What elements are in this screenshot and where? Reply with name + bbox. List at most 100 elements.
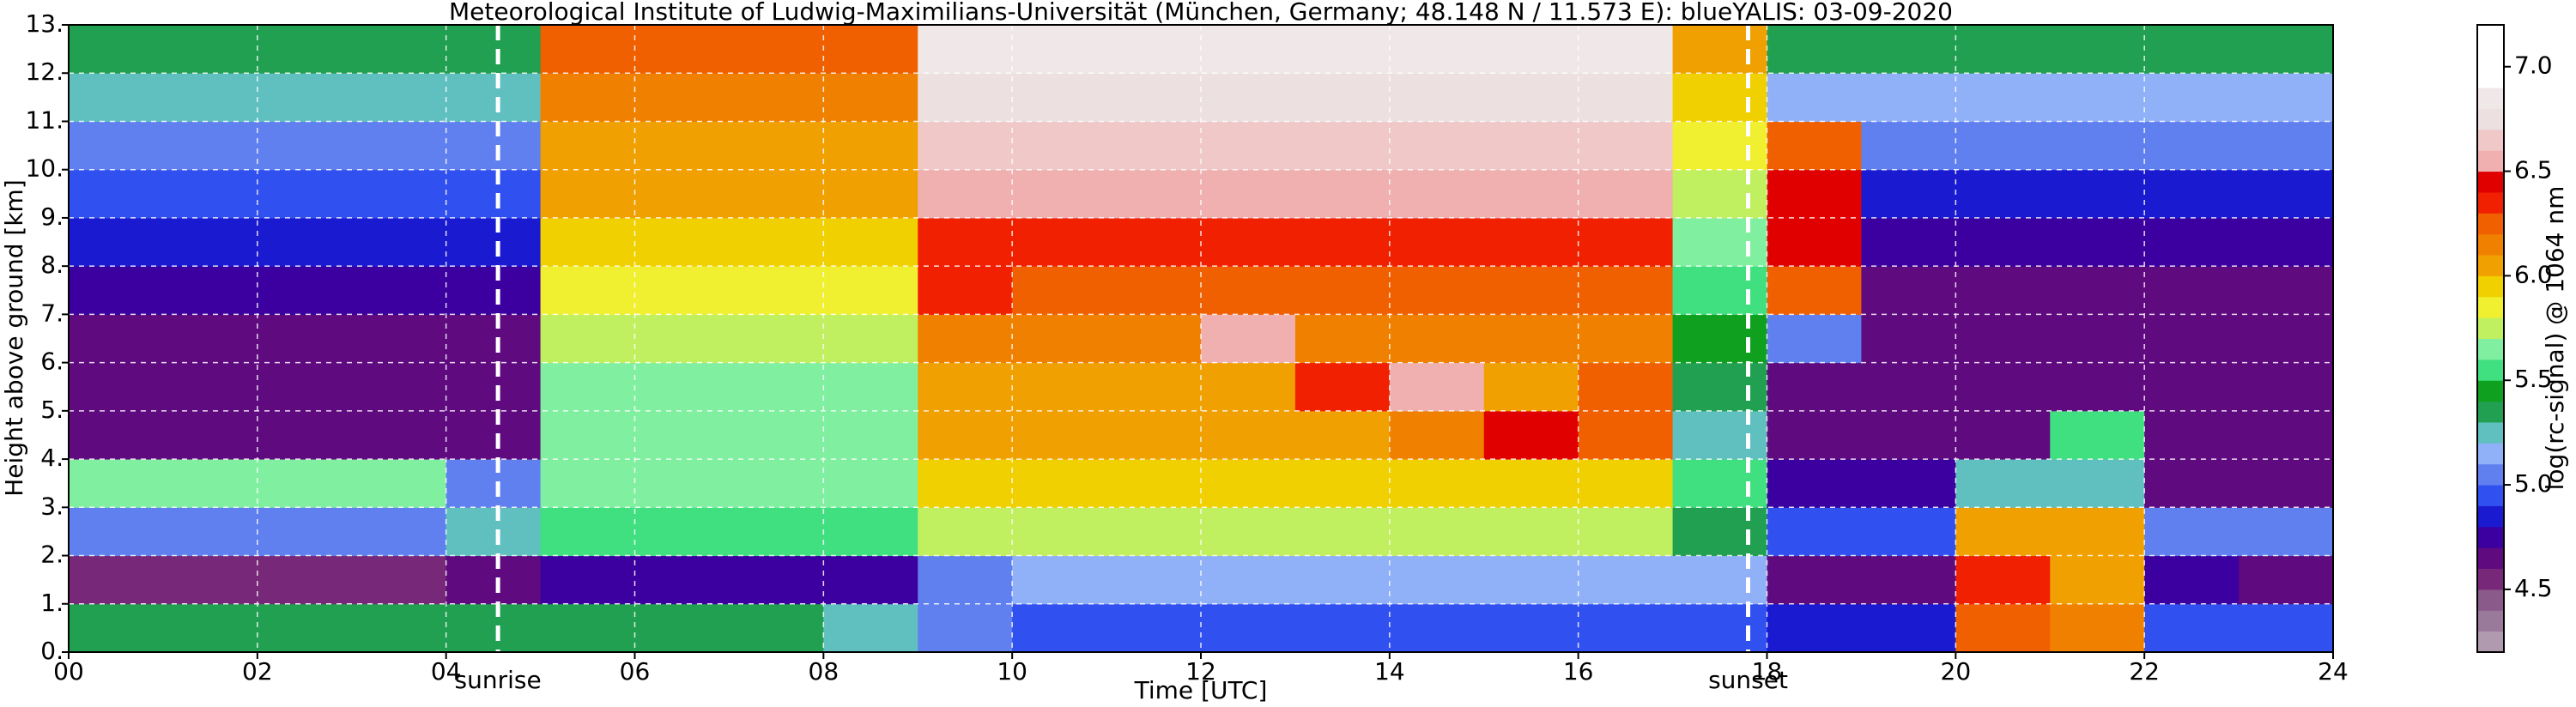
colorbar-band [2477,631,2504,653]
annotation-label: sunset [1708,666,1788,694]
heatmap-cell [351,121,447,171]
heatmap-cell [1106,362,1202,412]
heatmap-cell [1861,121,1956,171]
heatmap-cell [1389,217,1485,267]
heatmap-cell [634,362,730,412]
heatmap-cell [445,555,542,605]
x-axis-label: Time [UTC] [1134,676,1268,704]
colorbar-band [2477,443,2504,465]
heatmap-cell [2050,266,2145,315]
heatmap-cell [445,507,542,557]
colorbar-band [2477,485,2504,506]
heatmap-cell [1955,507,2051,557]
colorbar-band [2477,275,2504,298]
heatmap-cell [351,169,447,219]
heatmap-cell [729,459,824,508]
heatmap-cell [1389,169,1485,219]
heatmap-cell [2144,362,2240,412]
heatmap-cell [2144,314,2240,364]
heatmap-cell [1767,73,1862,122]
heatmap-cell [351,410,447,460]
x-tick-label: 22 [2129,657,2160,686]
heatmap-cell [1294,266,1391,315]
heatmap-cell [445,217,542,267]
heatmap-cell [1012,121,1107,171]
heatmap-cell [1106,507,1202,557]
heatmap-cell [1389,410,1485,460]
heatmap-cell [162,25,258,74]
heatmap-cell [634,410,730,460]
heatmap-cell [1012,507,1107,557]
heatmap-cell [1767,410,1862,460]
colorbar-band [2477,421,2504,444]
heatmap-cell [540,555,635,605]
heatmap-cell [729,217,824,267]
x-tick-label: 18 [1752,657,1783,686]
heatmap-cell [257,266,353,315]
heatmap-cell [1012,25,1107,74]
heatmap-cell [1955,459,2051,508]
colorbar-band [2477,108,2504,130]
heatmap-cell [257,603,353,653]
heatmap-cell [1955,362,2051,412]
heatmap-cell [540,507,635,557]
heatmap-cell [823,266,918,315]
heatmap-cell [1201,25,1296,74]
heatmap-cell [1767,169,1862,219]
heatmap-cell [69,410,164,460]
heatmap-cell [257,217,353,267]
heatmap-cell [1861,266,1956,315]
heatmap-cell [2050,507,2145,557]
heatmap-cell [1672,169,1767,219]
heatmap-cell [634,25,730,74]
heatmap-cell [1672,603,1767,653]
heatmap-cell [2050,410,2145,460]
heatmap-cell [1767,603,1862,653]
heatmap-cell [351,25,447,74]
heatmap-cell [1578,603,1674,653]
heatmap-cell [634,266,730,315]
heatmap-cell [918,603,1013,653]
heatmap-cell [162,121,258,171]
heatmap-cell [1767,314,1862,364]
heatmap-cell [69,555,164,605]
heatmap-cell [2144,603,2240,653]
heatmap-cell [351,555,447,605]
heatmap-cell [2144,410,2240,460]
heatmap-cell [634,314,730,364]
heatmap-cell [823,555,918,605]
heatmap-cell [823,169,918,219]
heatmap-cell [540,410,635,460]
heatmap-cell [2239,73,2334,122]
heatmap-cell [1672,555,1767,605]
heatmap-cell [351,507,447,557]
heatmap-cell [162,459,258,508]
heatmap-cell [1294,507,1391,557]
heatmap-cell [540,266,635,315]
heatmap-cell [729,121,824,171]
heatmap-cell [1294,410,1391,460]
heatmap-cell [540,121,635,171]
colorbar-band [2477,129,2504,151]
heatmap-cell [69,314,164,364]
heatmap-cell [1012,362,1107,412]
heatmap-cell [1201,169,1296,219]
heatmap-cell [1767,25,1862,74]
colorbar-band [2477,213,2504,235]
heatmap-cell [1012,314,1107,364]
heatmap-cell [1389,603,1485,653]
heatmap-cell [1861,314,1956,364]
heatmap-cell [918,217,1013,267]
heatmap-cell [823,410,918,460]
heatmap-cell [1578,217,1674,267]
y-tick-label: 3. [40,492,64,520]
colorbar-tick-label: 4.5 [2514,574,2553,602]
heatmap-cell [1672,73,1767,122]
colorbar-band [2477,191,2504,214]
heatmap-cell [540,73,635,122]
y-tick-label: 2. [40,541,64,569]
heatmap-cell [69,507,164,557]
heatmap-cell [918,73,1013,122]
heatmap-cell [1578,73,1674,122]
y-tick-label: 13. [25,9,64,38]
